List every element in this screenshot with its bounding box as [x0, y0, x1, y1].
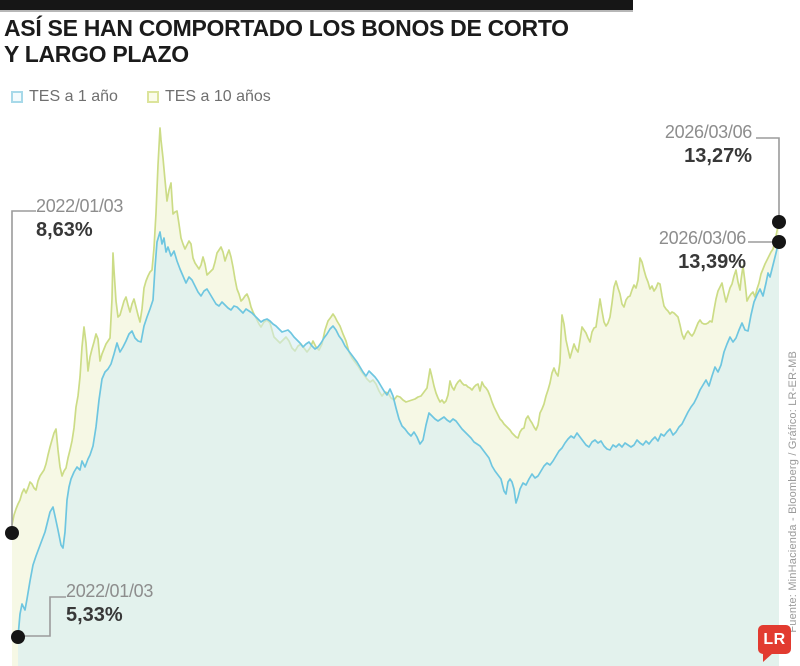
chart-legend: TES a 1 año TES a 10 años — [11, 88, 271, 106]
annotation-date: 2022/01/03 — [66, 581, 154, 601]
page-title-line1: ASÍ SE HAN COMPORTADO LOS BONOS DE CORTO — [4, 15, 569, 41]
connector-blue-start — [19, 596, 66, 637]
series-area-tes-a-1-año — [18, 232, 779, 666]
annotation-connectors — [11, 137, 780, 637]
data-point-dot-green-end — [772, 215, 786, 229]
data-point-dot-blue-end — [772, 235, 786, 249]
annotation-date: 2026/03/06 — [664, 122, 752, 142]
legend-swatch-blue — [11, 91, 23, 103]
lr-logo-tail-icon — [763, 653, 773, 662]
data-point-dot-green-start — [5, 526, 19, 540]
annotation-date: 2026/03/06 — [658, 228, 746, 248]
legend-item-tes-10-anos: TES a 10 años — [146, 88, 271, 106]
annotation-blue-end: 2026/03/06 13,39% — [659, 228, 746, 274]
header-accent-bar — [0, 0, 633, 10]
annotation-green-start: 2022/01/03 8,63% — [36, 196, 123, 242]
annotation-value: 13,39% — [678, 250, 746, 273]
source-credit: Fuente: MinHacienda - Bloomberg / Gráfic… — [787, 351, 799, 633]
annotation-value: 5,33% — [66, 603, 123, 626]
chart-series-layer — [11, 127, 780, 666]
data-point-dot-blue-start — [11, 630, 25, 644]
annotation-dots — [5, 215, 786, 644]
annotation-value: 13,27% — [684, 144, 752, 167]
header-accent-bar-shadow — [0, 10, 633, 12]
lr-logo: LR — [758, 625, 791, 662]
annotation-green-end: 2026/03/06 13,27% — [665, 122, 752, 168]
annotation-date: 2022/01/03 — [36, 196, 124, 216]
annotation-value: 8,63% — [36, 218, 93, 241]
legend-label: TES a 1 año — [29, 88, 118, 105]
page-title: ASÍ SE HAN COMPORTADO LOS BONOS DE CORTO… — [4, 15, 684, 67]
connector-green-end — [756, 137, 780, 222]
annotation-blue-start: 2022/01/03 5,33% — [66, 581, 153, 627]
page-title-line2: Y LARGO PLAZO — [4, 41, 189, 67]
legend-swatch-green — [146, 91, 159, 103]
lr-logo-text: LR — [763, 630, 786, 648]
connector-green-start — [11, 210, 36, 533]
series-line-tes-a-1-año — [17, 231, 780, 638]
series-line-tes-a-10-años — [11, 127, 780, 526]
legend-item-tes-1-ano: TES a 1 año — [11, 88, 118, 106]
legend-label: TES a 10 años — [164, 88, 271, 105]
